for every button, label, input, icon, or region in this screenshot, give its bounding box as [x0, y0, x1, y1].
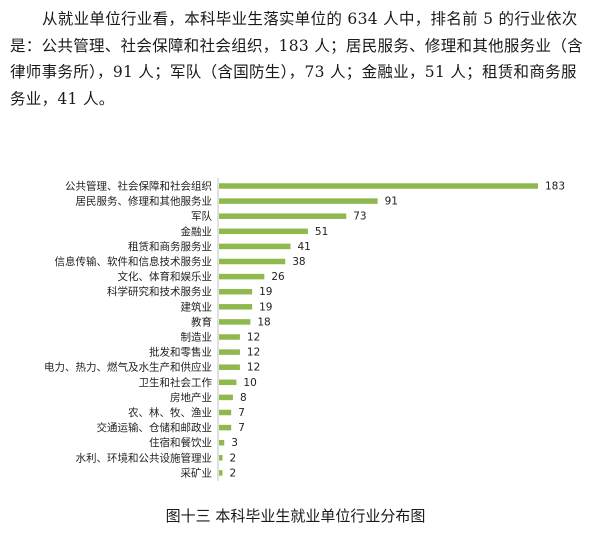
bar: [219, 409, 232, 416]
bar: [219, 364, 240, 370]
industry-bar-chart: 公共管理、社会保障和社会组织居民服务、修理和其他服务业军队金融业租赁和商务服务业…: [44, 178, 565, 481]
category-label: 电力、热力、燃气及水生产和供应业: [44, 361, 212, 374]
bar: [219, 288, 253, 295]
bar: [219, 334, 240, 340]
data-label: 8: [240, 392, 247, 404]
category-labels: 公共管理、社会保障和社会组织居民服务、修理和其他服务业军队金融业租赁和商务服务业…: [44, 180, 212, 480]
category-label: 交通运输、仓储和邮政业: [97, 421, 213, 434]
category-label: 科学研究和技术服务业: [107, 285, 212, 298]
bar: [219, 243, 291, 250]
category-label: 文化、体育和娱乐业: [118, 270, 213, 283]
bar: [219, 228, 308, 235]
category-label: 卫生和社会工作: [139, 376, 213, 389]
data-label: 91: [385, 196, 398, 208]
bar: [219, 319, 251, 325]
data-label: 183: [545, 181, 565, 193]
bars: [219, 183, 538, 476]
data-label: 3: [231, 437, 238, 449]
category-label: 房地产业: [170, 391, 212, 404]
data-label: 41: [297, 241, 310, 253]
data-label: 51: [315, 226, 328, 238]
category-label: 教育: [191, 315, 212, 328]
category-label: 建筑业: [181, 300, 213, 313]
category-label: 公共管理、社会保障和社会组织: [65, 180, 212, 193]
bar: [219, 304, 253, 310]
category-label: 居民服务、修理和其他服务业: [76, 195, 213, 208]
bar: [219, 258, 286, 265]
data-label: 2: [229, 452, 236, 464]
category-label: 制造业: [181, 331, 213, 344]
category-label: 采矿业: [181, 466, 213, 479]
category-label: 住宿和餐饮业: [149, 436, 212, 449]
bar: [219, 379, 237, 386]
data-label: 19: [259, 301, 272, 313]
data-label: 26: [271, 271, 285, 283]
data-label: 7: [238, 422, 245, 434]
bar: [219, 349, 240, 355]
data-label: 2: [229, 467, 236, 479]
data-label: 19: [259, 286, 272, 298]
bar: [219, 198, 378, 204]
data-label: 73: [353, 211, 366, 223]
category-label: 水利、环境和公共设施管理业: [76, 451, 213, 464]
category-label: 军队: [191, 210, 212, 223]
bar: [219, 470, 223, 476]
category-label: 批发和零售业: [149, 346, 212, 359]
bar: [219, 439, 225, 446]
bar: [219, 183, 538, 189]
category-label: 信息传输、软件和信息技术服务业: [55, 255, 213, 268]
data-label: 12: [247, 332, 260, 344]
bar: [219, 424, 232, 431]
category-label: 租赁和商务服务业: [128, 240, 212, 253]
bar: [219, 394, 233, 401]
bar: [219, 455, 223, 461]
data-label: 12: [247, 362, 260, 374]
bar: [219, 213, 347, 219]
data-label: 7: [238, 407, 245, 419]
data-label: 12: [247, 347, 260, 359]
data-label: 10: [243, 377, 256, 389]
bar: [219, 273, 265, 280]
category-label: 农、林、牧、渔业: [128, 406, 212, 419]
intro-paragraph: 从就业单位行业看，本科毕业生落实单位的 634 人中，排名前 5 的行业依次是：…: [10, 10, 583, 108]
category-label: 金融业: [181, 225, 213, 238]
data-label: 18: [257, 316, 270, 328]
figure-caption: 图十三 本科毕业生就业单位行业分布图: [165, 507, 426, 525]
data-label: 38: [292, 256, 305, 268]
